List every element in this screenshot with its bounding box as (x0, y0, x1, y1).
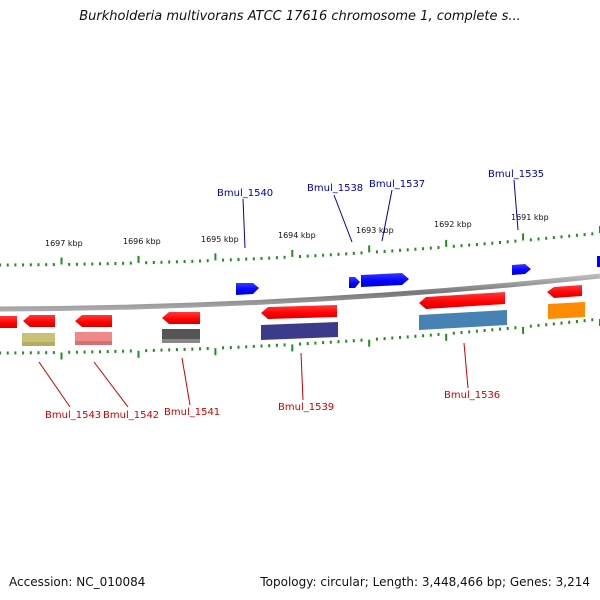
leader-line (333, 194, 353, 243)
reverse-genes[interactable] (0, 285, 582, 328)
feature-bar (548, 302, 585, 319)
scale-label: 1694 kbp (278, 231, 316, 240)
scale-label: 1696 kbp (123, 237, 161, 246)
reverse-gene-labels: Bmul_1543 Bmul_1542 Bmul_1541 Bmul_1539 … (45, 390, 500, 421)
gene-arrow-bmul-1539[interactable] (261, 305, 337, 319)
gene-label-bmul-1536[interactable]: Bmul_1536 (444, 390, 500, 401)
feature-bar (162, 329, 200, 342)
map-title: Burkholderia multivorans ATCC 17616 chro… (79, 9, 521, 24)
gene-arrow-bmul-1538[interactable] (349, 277, 360, 288)
leader-line (242, 198, 246, 249)
gene-arrow-right[interactable] (547, 285, 582, 298)
gene-label-bmul-1540[interactable]: Bmul_1540 (217, 188, 273, 199)
forward-scale-track (0, 226, 600, 267)
leader-lines (38, 179, 519, 408)
forward-gene-labels: Bmul_1540 Bmul_1538 Bmul_1537 Bmul_1535 (217, 169, 544, 199)
leader-line (93, 361, 129, 408)
reverse-scale-track (0, 318, 600, 360)
feature-bar (261, 322, 338, 340)
topology-summary: Topology: circular; Length: 3,448,466 bp… (260, 575, 590, 589)
gene-arrow-bmul-1541[interactable] (162, 312, 200, 324)
gene-label-bmul-1535[interactable]: Bmul_1535 (488, 169, 544, 180)
feature-bar (162, 339, 200, 343)
scale-label: 1692 kbp (434, 220, 472, 229)
gene-arrow-bmul-1543[interactable] (23, 315, 55, 327)
accession-text: Accession: NC_010084 (9, 575, 146, 589)
forward-genes[interactable] (236, 256, 600, 295)
gene-label-bmul-1542[interactable]: Bmul_1542 (103, 410, 159, 421)
gene-arrow-bmul-1540[interactable] (236, 283, 259, 295)
gene-label-bmul-1541[interactable]: Bmul_1541 (164, 407, 220, 418)
gene-label-bmul-1539[interactable]: Bmul_1539 (278, 402, 334, 413)
leader-line (300, 352, 304, 401)
gene-arrow-partial[interactable] (597, 256, 600, 267)
gene-arrow-bmul-1535[interactable] (512, 264, 531, 275)
feature-bar (75, 341, 112, 345)
gene-arrow-bmul-1536[interactable] (419, 292, 505, 309)
gene-arrow-partial-left[interactable] (0, 316, 17, 328)
scale-label: 1691 kbp (511, 213, 549, 222)
feature-bar (419, 310, 507, 330)
scale-label: 1693 kbp (356, 226, 394, 235)
gene-arrow-bmul-1542[interactable] (75, 315, 112, 327)
feature-bar (22, 342, 55, 346)
gene-arrow-bmul-1537[interactable] (361, 273, 409, 287)
leader-line (381, 189, 393, 242)
scale-labels: 1697 kbp 1696 kbp 1695 kbp 1694 kbp 1693… (45, 213, 549, 248)
gene-label-bmul-1543[interactable]: Bmul_1543 (45, 410, 101, 421)
feature-bars (22, 302, 585, 346)
gene-label-bmul-1537[interactable]: Bmul_1537 (369, 179, 425, 190)
leader-line (513, 179, 519, 231)
leader-line (181, 357, 191, 406)
leader-line (38, 361, 71, 408)
scale-label: 1697 kbp (45, 239, 83, 248)
gene-label-bmul-1538[interactable]: Bmul_1538 (307, 183, 363, 194)
chromosome-backbone (0, 273, 600, 312)
scale-label: 1695 kbp (201, 235, 239, 244)
leader-line (463, 342, 469, 389)
